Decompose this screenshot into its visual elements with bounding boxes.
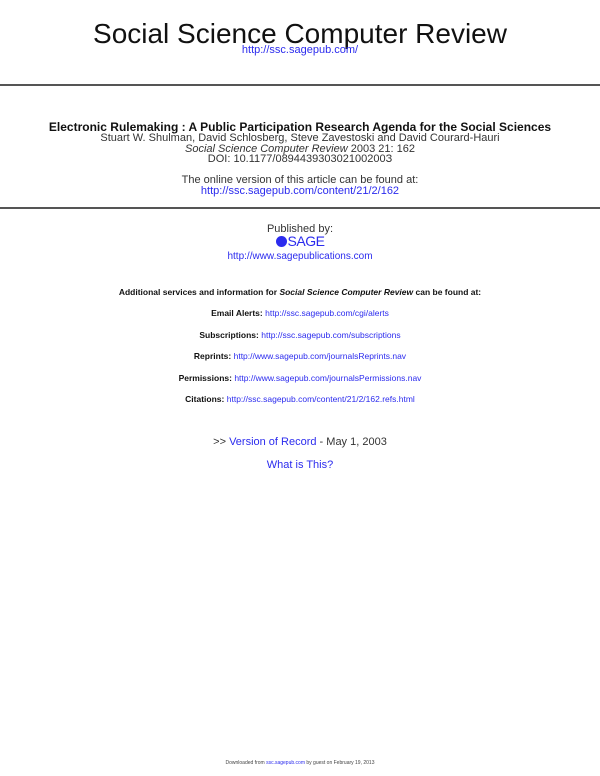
article-title: Electronic Rulemaking : A Public Partici…	[48, 120, 552, 134]
citation-journal: Social Science Computer Review	[185, 143, 348, 155]
permissions-link[interactable]: http://www.sagepub.com/journalsPermissio…	[234, 373, 422, 383]
journal-title: Social Science Computer Review	[93, 18, 507, 49]
article-doi: DOI: 10.1177/089443930302100200З	[207, 153, 393, 165]
publisher-url-link[interactable]: http://www.sagepublications.com	[227, 251, 373, 262]
footer-link[interactable]: ssc.sagepub.com	[266, 760, 305, 766]
service-email-alerts: Email Alerts: http://ssc.sagepub.com/cgi…	[211, 308, 389, 318]
journal-url-link[interactable]: http://ssc.sagepub.com/	[241, 44, 359, 56]
download-footer: Downloaded from ssc.sagepub.com by guest…	[225, 760, 375, 766]
sage-logo-text: SAGE	[287, 233, 325, 249]
reprints-link[interactable]: http://www.sagepub.com/journalsReprints.…	[233, 351, 407, 361]
publisher-url-row: http://www.sagepublications.com	[0, 251, 600, 262]
what-is-this-row: What is This?	[0, 459, 600, 471]
service-reprints: Reprints: http://www.sagepub.com/journal…	[193, 351, 407, 361]
version-of-record: >> Version of Record - May 1, 2003	[213, 436, 387, 448]
journal-url-row: http://ssc.sagepub.com/	[0, 44, 600, 56]
top-divider	[0, 84, 600, 86]
online-url-link[interactable]: http://ssc.sagepub.com/content/21/2/162	[200, 185, 400, 197]
online-url-row: http://ssc.sagepub.com/content/21/2/162	[0, 185, 600, 197]
sage-s-icon	[275, 236, 287, 247]
email-alerts-link[interactable]: http://ssc.sagepub.com/cgi/alerts	[265, 308, 389, 318]
sage-logo: SAGE	[0, 233, 600, 249]
article-citation: Social Science Computer Review 2003 21: …	[0, 143, 600, 155]
service-subscriptions: Subscriptions: http://ssc.sagepub.com/su…	[199, 330, 401, 340]
citation-volume: 2003 21: 162	[347, 143, 415, 155]
online-label: The online version of this article can b…	[181, 174, 419, 186]
services-intro: Additional services and information for …	[118, 287, 482, 297]
service-citations: Citations: http://ssc.sagepub.com/conten…	[185, 394, 415, 404]
what-is-this-link[interactable]: What is This?	[266, 459, 334, 471]
subscriptions-link[interactable]: http://ssc.sagepub.com/subscriptions	[261, 330, 401, 340]
citations-link[interactable]: http://ssc.sagepub.com/content/21/2/162.…	[226, 394, 415, 404]
published-by-label: Published by:	[266, 223, 334, 235]
service-permissions: Permissions: http://www.sagepub.com/jour…	[178, 373, 422, 383]
article-authors: Stuart W. Shulman, David Schlosberg, Ste…	[100, 132, 500, 144]
middle-divider	[0, 207, 600, 209]
version-of-record-link[interactable]: Version of Record	[229, 436, 317, 448]
